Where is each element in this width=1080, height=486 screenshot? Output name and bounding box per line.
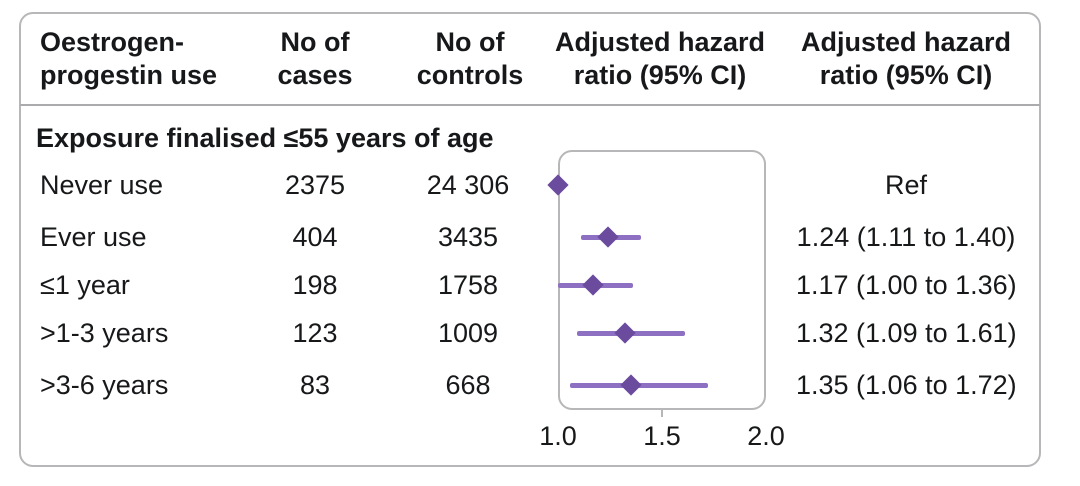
x-axis-tick-label: 1.0 [539, 421, 577, 451]
row-hazard-ratio-text: 1.17 (1.00 to 1.36) [796, 270, 1017, 300]
figure-frame [19, 12, 1041, 467]
row-hazard-ratio-text: 1.35 (1.06 to 1.72) [796, 370, 1017, 400]
column-header-exposure-line2: progestin use [40, 60, 218, 90]
column-header-cases: No of cases [235, 26, 395, 92]
row-controls-value: 3435 [437, 222, 499, 252]
row-label: >3-6 years [40, 370, 169, 400]
column-header-hr-text-line2: ratio (95% CI) [819, 60, 993, 90]
x-axis-tick [661, 408, 663, 417]
column-header-cases-line1: No of [280, 27, 350, 57]
row-label: >1-3 years [40, 318, 169, 348]
column-header-hr-text-line1: Adjusted hazard [800, 27, 1012, 57]
column-header-cases-line2: cases [277, 60, 353, 90]
x-axis-tick-label: 2.0 [747, 421, 785, 451]
row-cases-value: 123 [292, 318, 338, 348]
column-header-controls-line2: controls [416, 60, 524, 90]
row-controls-value: 1758 [437, 270, 499, 300]
column-header-exposure-line1: Oestrogen- [40, 27, 185, 57]
column-header-exposure: Oestrogen- progestin use [40, 26, 300, 92]
column-header-plot: Adjusted hazard ratio (95% CI) [540, 26, 780, 92]
section-title: Exposure finalised ≤55 years of age [36, 123, 494, 153]
row-cases-value: 83 [299, 370, 331, 400]
row-label: Ever use [40, 222, 147, 252]
row-label: Never use [40, 170, 164, 200]
row-label: ≤1 year [40, 270, 130, 300]
column-header-plot-line2: ratio (95% CI) [573, 60, 747, 90]
row-cases-value: 404 [292, 222, 338, 252]
row-hazard-ratio-text: 1.32 (1.09 to 1.61) [796, 318, 1017, 348]
column-header-controls: No of controls [390, 26, 550, 92]
row-cases-value: 2375 [284, 170, 346, 200]
x-axis-tick-label: 1.5 [643, 421, 681, 451]
row-hazard-ratio-text: Ref [884, 170, 928, 200]
row-controls-value: 668 [445, 370, 491, 400]
row-hazard-ratio-text: 1.24 (1.11 to 1.40) [796, 222, 1016, 252]
column-header-plot-line1: Adjusted hazard [554, 27, 766, 57]
column-header-controls-line1: No of [435, 27, 505, 57]
row-cases-value: 198 [292, 270, 338, 300]
row-controls-value: 24 306 [426, 170, 510, 200]
row-controls-value: 1009 [437, 318, 499, 348]
header-divider [20, 104, 1040, 106]
column-header-hr-text: Adjusted hazard ratio (95% CI) [776, 26, 1036, 92]
